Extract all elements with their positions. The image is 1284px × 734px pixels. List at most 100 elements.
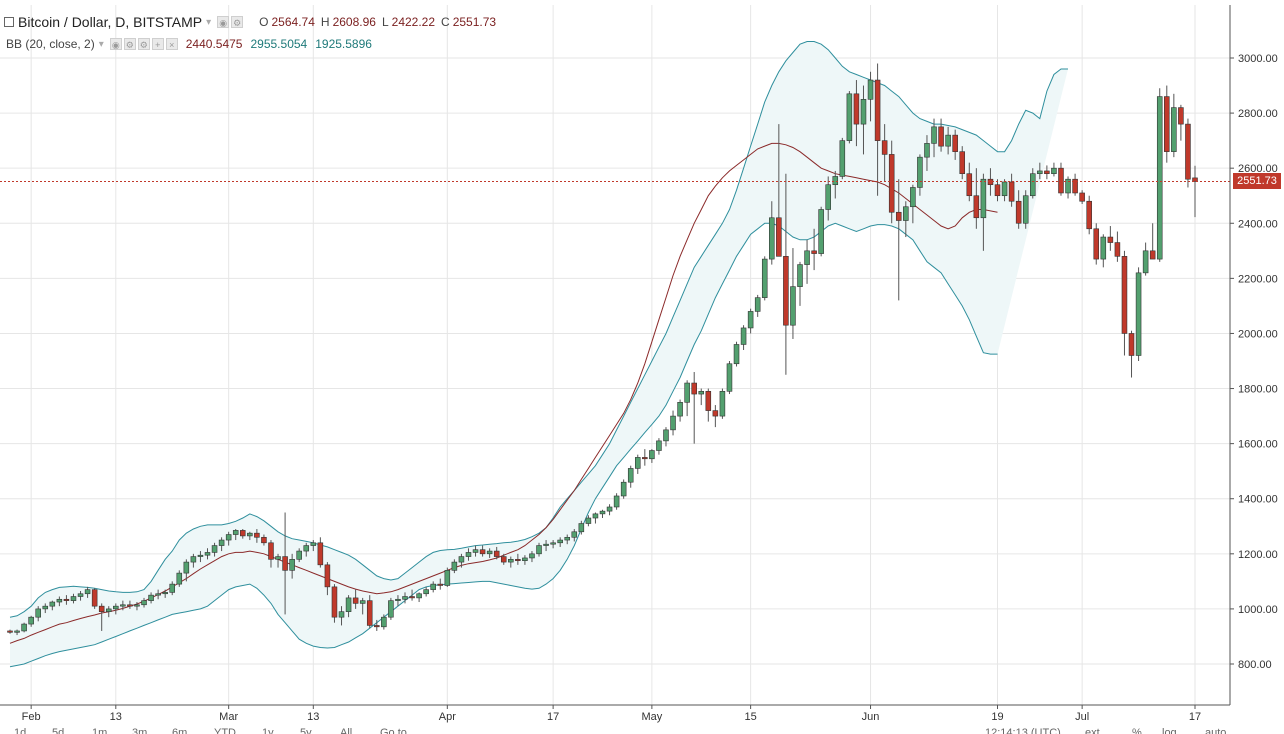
candle-body (218, 539, 225, 546)
candle (1072, 173, 1078, 196)
chart-header: Bitcoin / Dollar, D, BITSTAMP ▾ ◉ ⚙ O 256… (0, 13, 496, 31)
candle (141, 597, 147, 608)
candle (571, 529, 578, 542)
candle (155, 589, 161, 600)
candle (663, 427, 669, 447)
candle-body (77, 593, 84, 597)
candle-body (479, 549, 486, 555)
candle-body (56, 598, 63, 603)
candle (557, 537, 563, 547)
candle (402, 592, 408, 604)
candle (1185, 118, 1191, 188)
x-tick-label: Jun (862, 711, 880, 723)
x-tick-label: May (641, 711, 662, 723)
candle (127, 600, 133, 609)
x-axis-ticks: Feb13Mar13Apr17May15Jun19Jul173 (22, 705, 1201, 723)
candle-body (359, 600, 366, 604)
candle (176, 570, 183, 587)
candle (910, 184, 916, 224)
candle (120, 600, 126, 611)
candle (959, 146, 966, 180)
log-toggle[interactable]: log (1162, 727, 1177, 734)
candle (359, 597, 366, 615)
candle-body (634, 457, 641, 469)
candle (423, 586, 429, 597)
candle-body (684, 382, 690, 403)
candle (77, 591, 84, 601)
symbol-title[interactable]: Bitcoin / Dollar, D, BITSTAMP (18, 14, 203, 30)
candle-body (268, 542, 274, 560)
range-all[interactable]: All (340, 727, 353, 734)
x-tick-label: 13 (307, 711, 319, 723)
candle (578, 520, 585, 535)
range-5d[interactable]: 5d (52, 727, 65, 734)
settings-icon[interactable]: ⚙ (137, 38, 150, 50)
chevron-down-icon[interactable]: ▾ (206, 16, 212, 28)
eye-icon[interactable]: ◉ (217, 16, 230, 28)
candle-body (973, 195, 980, 219)
candle (931, 118, 937, 158)
y-tick-label: 800.00 (1238, 659, 1272, 671)
candle-body (747, 311, 754, 329)
auto-toggle[interactable]: auto (1205, 727, 1227, 734)
candle-body (183, 561, 190, 574)
candle (818, 206, 824, 257)
x-tick-label: 19 (991, 711, 1003, 723)
x-tick-label: 13 (110, 711, 122, 723)
candle (190, 553, 197, 568)
candle-body (352, 597, 359, 604)
candle (1192, 165, 1198, 218)
range-5y[interactable]: 5y (300, 727, 312, 734)
ext-toggle[interactable]: ext (1085, 727, 1100, 734)
chevron-down-icon[interactable]: ▾ (98, 38, 104, 50)
candle (14, 629, 20, 636)
candle (254, 529, 260, 543)
plus-icon[interactable]: + (151, 38, 164, 50)
range-3m[interactable]: 3m (132, 727, 148, 734)
candle (705, 388, 712, 422)
candle-body (980, 178, 987, 219)
candle-body (416, 593, 422, 599)
settings-icon[interactable]: ⚙ (231, 16, 244, 28)
candle (310, 540, 317, 552)
range-1m[interactable]: 1m (92, 727, 108, 734)
close-icon[interactable]: × (165, 38, 178, 50)
candle (917, 154, 923, 196)
candle (98, 603, 105, 631)
candle (1022, 190, 1029, 229)
candle (522, 555, 528, 565)
candle-body (508, 559, 514, 563)
candle-body (84, 589, 91, 595)
candle-body (331, 586, 338, 618)
candle-body (70, 596, 77, 601)
gear-icon[interactable]: ⚙ (123, 38, 136, 50)
range-6m[interactable]: 6m (172, 727, 188, 734)
band-area (10, 41, 1068, 667)
candle-body (620, 481, 627, 497)
candle (642, 449, 648, 466)
candle (91, 588, 98, 609)
range-ytd[interactable]: YTD (214, 727, 236, 734)
candle (698, 388, 705, 406)
candle-body (917, 156, 923, 188)
candle (1051, 162, 1057, 177)
candle-body (1185, 123, 1191, 180)
eye-icon[interactable]: ◉ (109, 38, 122, 50)
candle-body (169, 583, 176, 593)
candle (352, 589, 359, 609)
candle-body (134, 604, 140, 607)
candle (247, 531, 253, 541)
range-1d[interactable]: 1d (14, 727, 27, 734)
percent-toggle[interactable]: % (1132, 727, 1142, 734)
collapse-icon[interactable] (4, 17, 14, 27)
candle (769, 201, 775, 265)
candle-body (141, 600, 147, 606)
candle-body (261, 536, 267, 544)
candle (606, 504, 613, 516)
indicator-name[interactable]: BB (20, close, 2) (6, 37, 95, 51)
bottom-toolbar: 1d 5d 1m 3m 6m YTD 1y 5y All Go to... 12… (0, 726, 1230, 734)
candle (324, 562, 331, 596)
range-1y[interactable]: 1y (262, 727, 274, 734)
go-to-date[interactable]: Go to... (380, 727, 417, 734)
